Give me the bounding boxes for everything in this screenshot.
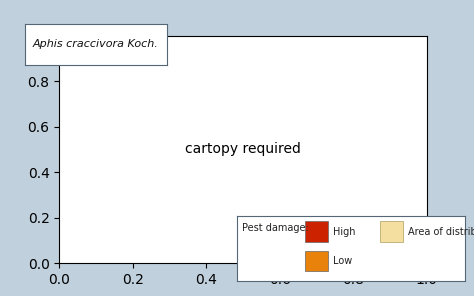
- Text: Area of distribution: Area of distribution: [408, 227, 474, 237]
- Text: High: High: [333, 227, 355, 237]
- Text: Aphis craccivora Koch.: Aphis craccivora Koch.: [33, 39, 159, 49]
- Bar: [305, 251, 328, 271]
- Text: cartopy required: cartopy required: [185, 142, 301, 157]
- Text: Pest damage:: Pest damage:: [242, 223, 308, 233]
- Bar: [380, 221, 403, 242]
- Text: Low: Low: [333, 256, 352, 266]
- Bar: [305, 221, 328, 242]
